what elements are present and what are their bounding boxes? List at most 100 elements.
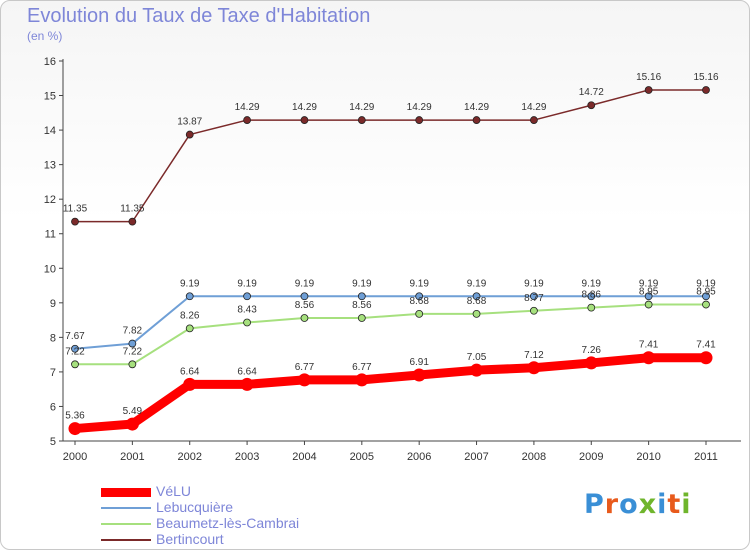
data-point-beaumetz (644, 300, 653, 309)
data-label-velu: 7.41 (696, 340, 716, 351)
y-tick-label: 14 (44, 125, 56, 137)
data-label-lebucquiere: 9.19 (409, 278, 429, 289)
y-tick-label: 8 (50, 332, 56, 344)
data-label-velu: 7.26 (582, 345, 602, 356)
logo-letter: r (604, 489, 620, 520)
x-tick-label: 2006 (407, 451, 431, 463)
data-point-bertincourt (530, 116, 538, 124)
data-label-lebucquiere: 9.19 (295, 278, 315, 289)
data-point-lebucquiere (530, 292, 538, 301)
data-point-beaumetz (243, 318, 251, 327)
data-point-bertincourt (587, 101, 596, 110)
data-label-lebucquiere: 9.19 (467, 278, 487, 289)
data-point-lebucquiere (472, 292, 481, 301)
data-point-beaumetz (472, 309, 481, 318)
x-tick-label: 2003 (235, 451, 259, 463)
legend-swatch-lebucquiere (101, 507, 151, 509)
y-tick-label: 15 (44, 91, 56, 103)
legend-swatch-beaumetz (101, 523, 151, 525)
chart-subtitle: (en %) (27, 29, 63, 43)
data-label-bertincourt: 14.29 (521, 102, 546, 113)
data-point-lebucquiere (185, 292, 194, 301)
data-label-beaumetz: 8.95 (639, 287, 659, 298)
data-point-lebucquiere (128, 339, 137, 348)
data-label-beaumetz: 8.56 (295, 300, 315, 311)
x-tick-label: 2002 (177, 451, 201, 463)
data-label-bertincourt: 14.72 (579, 87, 604, 98)
y-tick-label: 13 (44, 160, 56, 172)
logo-letter: i (657, 489, 668, 520)
data-label-bertincourt: 14.29 (235, 102, 260, 113)
legend-label-lebucquiere: Lebucquière (156, 499, 234, 515)
legend-swatch-bertincourt (101, 539, 151, 541)
data-point-velu (527, 361, 541, 375)
logo-letter: t (667, 489, 682, 520)
x-tick-label: 2007 (464, 451, 488, 463)
data-point-velu (297, 373, 311, 387)
data-label-beaumetz: 8.56 (352, 300, 372, 311)
data-label-lebucquiere: 9.19 (237, 278, 257, 289)
data-label-bertincourt: 14.29 (464, 102, 489, 113)
data-point-beaumetz (128, 360, 137, 369)
data-label-velu: 5.36 (65, 411, 85, 422)
logo-letter: x (638, 489, 658, 520)
data-label-velu: 6.77 (352, 362, 372, 373)
y-tick-label: 7 (50, 367, 56, 379)
data-point-lebucquiere (644, 292, 653, 301)
data-point-velu (68, 422, 82, 436)
data-point-beaumetz (587, 303, 596, 312)
data-label-velu: 6.91 (409, 357, 429, 368)
x-tick-label: 2010 (636, 451, 660, 463)
y-tick-label: 5 (50, 436, 56, 448)
data-label-velu: 6.64 (180, 366, 200, 377)
data-point-bertincourt (415, 116, 424, 124)
data-label-lebucquiere: 9.19 (582, 278, 602, 289)
x-tick-label: 2001 (120, 451, 144, 463)
data-point-bertincourt (128, 217, 137, 226)
data-label-velu: 7.05 (467, 352, 487, 363)
data-label-bertincourt: 14.29 (349, 102, 374, 113)
data-point-velu (240, 377, 254, 391)
data-label-velu: 5.49 (123, 406, 143, 417)
data-label-bertincourt: 13.87 (177, 117, 202, 128)
y-tick-label: 6 (50, 401, 56, 413)
data-point-lebucquiere (300, 292, 309, 301)
data-label-bertincourt: 11.35 (63, 204, 88, 215)
data-point-velu (584, 356, 598, 370)
legend-label-velu: VéLU (156, 483, 192, 499)
data-label-lebucquiere: 9.19 (639, 278, 659, 289)
data-point-bertincourt (71, 217, 79, 226)
x-tick-label: 2005 (350, 451, 374, 463)
data-point-bertincourt (472, 116, 481, 124)
x-tick-label: 2004 (292, 451, 316, 463)
data-point-beaumetz (71, 360, 79, 369)
data-point-lebucquiere (243, 292, 251, 301)
data-label-beaumetz: 7.22 (65, 346, 85, 357)
data-label-beaumetz: 8.43 (237, 305, 257, 316)
data-label-lebucquiere: 9.19 (352, 278, 372, 289)
x-tick-label: 2000 (63, 451, 87, 463)
data-label-beaumetz: 8.68 (467, 296, 487, 307)
legend-label-beaumetz: Beaumetz-lès-Cambrai (156, 515, 300, 531)
y-tick-label: 16 (44, 56, 56, 68)
data-label-beaumetz: 8.95 (696, 287, 716, 298)
data-point-lebucquiere (415, 292, 424, 301)
data-point-bertincourt (357, 116, 366, 124)
x-tick-label: 2009 (579, 451, 603, 463)
data-label-bertincourt: 11.35 (120, 204, 145, 215)
data-point-beaumetz (702, 300, 710, 309)
data-point-bertincourt (300, 116, 309, 124)
legend-label-bertincourt: Bertincourt (156, 531, 224, 547)
series-line-lebucquiere (74, 295, 706, 350)
logo-letter: P (584, 489, 605, 520)
data-point-velu (699, 351, 713, 365)
data-point-bertincourt (702, 86, 710, 94)
data-label-velu: 6.64 (237, 366, 257, 377)
data-point-lebucquiere (71, 344, 79, 353)
data-point-beaumetz (415, 309, 424, 318)
data-point-velu (125, 417, 139, 431)
data-point-beaumetz (530, 306, 538, 315)
data-point-beaumetz (357, 314, 366, 322)
y-tick-label: 9 (50, 298, 56, 310)
